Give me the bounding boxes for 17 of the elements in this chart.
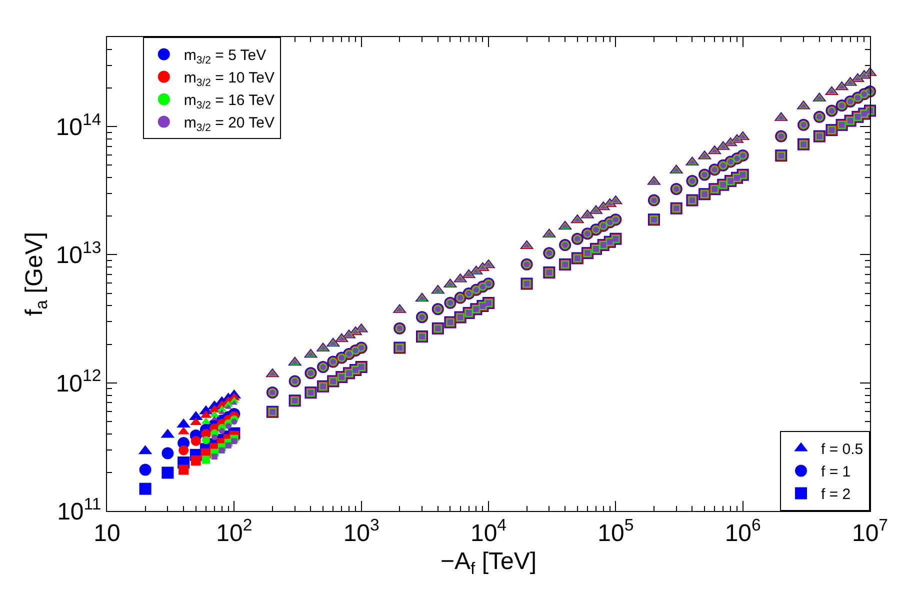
x-tick-label: 10$^{3}$ <box>343 516 380 547</box>
y-tick-label: 10$^{13}$ <box>56 238 102 270</box>
legend-label: m$_{3/2}$ = 16 TeV <box>184 92 274 112</box>
legend-label: f = 1 <box>821 464 851 481</box>
legend-label: m$_{3/2}$ = 5 TeV <box>184 47 266 66</box>
legend-label: m$_{3/2}$ = 10 TeV <box>184 70 274 89</box>
x-axis-title: −A$_{f}$ [TeV] <box>440 548 537 578</box>
legend-label: f = 0.5 <box>821 441 864 458</box>
legend-label: f = 2 <box>821 486 851 504</box>
legend-label: m$_{3/2}$ = 20 TeV <box>184 114 274 134</box>
x-tick-label: 10$^{7}$ <box>852 516 888 547</box>
x-tick-label: 10$^{2}$ <box>216 516 252 547</box>
y-tick-label: 10$^{14}$ <box>56 110 102 141</box>
y-tick-label: 10$^{12}$ <box>56 366 102 398</box>
x-tick-label: 10$^{5}$ <box>598 516 634 547</box>
x-tick-label: 10$^{6}$ <box>724 516 761 547</box>
x-tick-label: 10$^{4}$ <box>470 516 507 547</box>
